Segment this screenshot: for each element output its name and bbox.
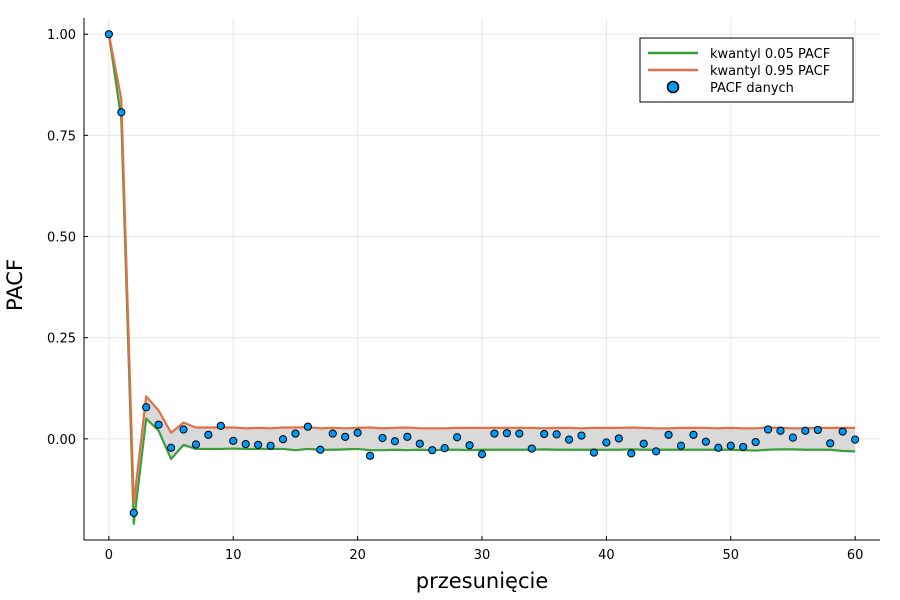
data-point: [851, 435, 860, 444]
data-point: [453, 433, 462, 442]
data-point: [154, 420, 163, 429]
data-point: [291, 429, 300, 438]
data-point: [826, 439, 835, 448]
data-point: [328, 429, 337, 438]
x-tick-label: 10: [225, 548, 242, 563]
data-point: [465, 441, 474, 450]
data-point: [564, 435, 574, 444]
data-point: [415, 439, 424, 448]
data-point: [714, 443, 723, 452]
data-points: [104, 30, 860, 517]
data-point: [813, 425, 822, 435]
data-point: [353, 428, 362, 437]
data-point: [540, 429, 549, 439]
data-point: [552, 430, 561, 439]
data-point: [726, 441, 735, 450]
data-point: [614, 434, 623, 443]
x-tick-label: 0: [105, 548, 113, 563]
data-point: [639, 439, 648, 448]
y-tick-label: 1.00: [47, 28, 76, 43]
data-point: [129, 508, 138, 517]
data-point: [763, 425, 773, 434]
data-point: [390, 437, 400, 446]
data-point: [751, 437, 760, 447]
data-point: [316, 445, 325, 454]
legend-label: PACF danych: [710, 81, 794, 96]
data-point: [838, 427, 847, 436]
data-point: [515, 429, 524, 438]
y-tick-label: 0.00: [47, 433, 76, 448]
data-point: [191, 440, 201, 449]
data-point: [602, 438, 611, 447]
x-tick-label: 40: [598, 548, 615, 563]
data-point: [440, 444, 449, 453]
legend-label: kwantyl 0.05 PACF: [710, 47, 830, 62]
series-line-q95: [107, 33, 856, 505]
x-tick-label: 50: [722, 548, 739, 563]
data-point: [652, 447, 661, 456]
data-point: [577, 431, 586, 440]
x-tick-label: 20: [349, 548, 366, 563]
data-point: [166, 443, 176, 452]
data-point: [204, 430, 213, 439]
legend-marker-swatch: [666, 80, 680, 94]
y-axis-title: PACF: [3, 259, 27, 311]
data-point: [229, 436, 238, 445]
data-point: [266, 441, 275, 450]
y-tick-label: 0.50: [47, 231, 76, 246]
data-point: [739, 442, 748, 452]
y-tick-label: 0.75: [47, 129, 76, 144]
data-point: [142, 403, 151, 412]
data-point: [378, 433, 387, 443]
data-point: [502, 429, 511, 438]
data-point: [527, 444, 536, 453]
data-point: [428, 446, 437, 455]
x-axis-title: przesunięcie: [416, 569, 549, 593]
x-axis-ticks: 0 10 20 30 40 50 60: [105, 536, 864, 563]
data-point: [117, 108, 126, 117]
data-point: [365, 451, 375, 460]
data-point: [477, 450, 487, 459]
data-point: [179, 425, 188, 434]
data-point: [303, 422, 312, 431]
data-point: [689, 430, 698, 439]
data-point: [241, 439, 250, 449]
data-point: [701, 437, 710, 446]
data-point: [278, 435, 288, 444]
data-point: [254, 440, 263, 450]
data-point: [403, 432, 412, 441]
data-point: [341, 432, 350, 441]
x-tick-label: 30: [474, 548, 491, 563]
data-point: [788, 433, 798, 442]
legend: kwantyl 0.05 PACF kwantyl 0.95 PACF PACF d…: [639, 37, 854, 103]
data-point: [627, 449, 636, 458]
data-point: [801, 426, 810, 435]
y-tick-label: 0.25: [47, 332, 76, 347]
data-point: [676, 441, 686, 450]
data-point: [776, 426, 785, 435]
legend-label: kwantyl 0.95 PACF: [710, 64, 830, 79]
data-point: [490, 429, 499, 438]
x-tick-label: 60: [847, 548, 864, 563]
data-point: [104, 30, 113, 39]
y-axis-ticks: 0.00 0.25 0.50 0.75 1.00: [47, 28, 88, 448]
data-point: [216, 421, 225, 430]
data-point: [589, 448, 599, 457]
data-point: [664, 430, 673, 439]
